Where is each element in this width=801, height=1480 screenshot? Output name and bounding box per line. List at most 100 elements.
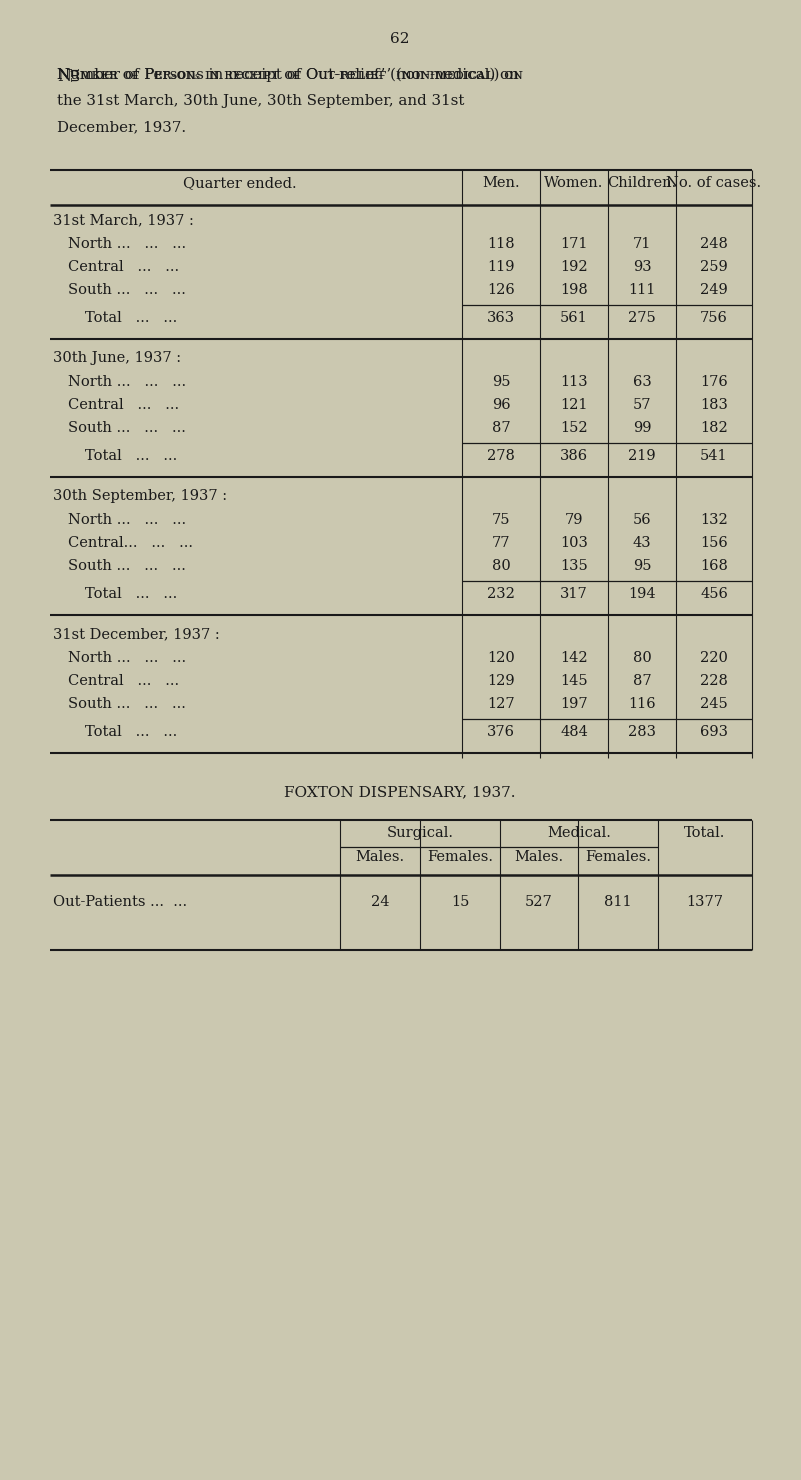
Text: 80: 80 [492,559,510,573]
Text: 129: 129 [487,673,515,688]
Text: 145: 145 [560,673,588,688]
Text: 484: 484 [560,725,588,739]
Text: 811: 811 [604,895,632,909]
Text: 111: 111 [628,283,656,297]
Text: 171: 171 [560,237,588,252]
Text: Surgical.: Surgical. [387,826,453,841]
Text: 259: 259 [700,260,728,274]
Text: Males.: Males. [356,850,405,864]
Text: 116: 116 [628,697,656,710]
Text: 127: 127 [487,697,515,710]
Text: North ...   ...   ...: North ... ... ... [68,237,186,252]
Text: 119: 119 [487,260,515,274]
Text: December, 1937.: December, 1937. [57,120,186,135]
Text: 31st March, 1937 :: 31st March, 1937 : [53,213,194,226]
Text: Nᴟᴍᴋᴇʀ ᴏғ Pᴇʀₛᴏɴₛ ɪɴ ʀᴇᴄᴇɪᴘᴛ ᴏғ Oᴜᴛ-ʀᴇʟɪᴇғ’ (ɴᴏɴ-ᴍᴇᴅɪᴄᴀʟ) ᴏɴ: Nᴟᴍᴋᴇʀ ᴏғ Pᴇʀₛᴏɴₛ ɪɴ ʀᴇᴄᴇɪᴘᴛ ᴏғ Oᴜᴛ-ʀᴇʟɪ… [57,68,523,83]
Text: 121: 121 [560,398,588,411]
Text: Number of Persons in receipt of Out-relief’ (non-medical) on: Number of Persons in receipt of Out-reli… [57,68,519,83]
Text: 62: 62 [390,33,410,46]
Text: 71: 71 [633,237,651,252]
Text: 95: 95 [492,374,510,389]
Text: 126: 126 [487,283,515,297]
Text: Central   ...   ...: Central ... ... [68,673,179,688]
Text: North ...   ...   ...: North ... ... ... [68,374,186,389]
Text: North ...   ...   ...: North ... ... ... [68,651,186,665]
Text: 87: 87 [633,673,651,688]
Text: 15: 15 [451,895,469,909]
Text: 57: 57 [633,398,651,411]
Text: 43: 43 [633,536,651,551]
Text: Total   ...   ...: Total ... ... [85,588,177,601]
Text: 156: 156 [700,536,728,551]
Text: 561: 561 [560,311,588,326]
Text: 176: 176 [700,374,728,389]
Text: 99: 99 [633,420,651,435]
Text: 30th September, 1937 :: 30th September, 1937 : [53,488,227,503]
Text: 182: 182 [700,420,728,435]
Text: 77: 77 [492,536,510,551]
Text: 249: 249 [700,283,728,297]
Text: Total   ...   ...: Total ... ... [85,311,177,326]
Text: Medical.: Medical. [547,826,611,841]
Text: Total.: Total. [684,826,726,841]
Text: 96: 96 [492,398,510,411]
Text: 275: 275 [628,311,656,326]
Text: 194: 194 [628,588,656,601]
Text: 541: 541 [700,448,728,463]
Text: 220: 220 [700,651,728,665]
Text: Central...   ...   ...: Central... ... ... [68,536,193,551]
Text: 75: 75 [492,514,510,527]
Text: 103: 103 [560,536,588,551]
Text: 63: 63 [633,374,651,389]
Text: 135: 135 [560,559,588,573]
Text: 317: 317 [560,588,588,601]
Text: 456: 456 [700,588,728,601]
Text: Females.: Females. [585,850,651,864]
Text: 168: 168 [700,559,728,573]
Text: N: N [57,68,71,84]
Text: South ...   ...   ...: South ... ... ... [68,559,186,573]
Text: 756: 756 [700,311,728,326]
Text: 24: 24 [371,895,389,909]
Text: 1377: 1377 [686,895,723,909]
Text: 363: 363 [487,311,515,326]
Text: 142: 142 [560,651,588,665]
Text: 245: 245 [700,697,728,710]
Text: 79: 79 [565,514,583,527]
Text: South ...   ...   ...: South ... ... ... [68,283,186,297]
Text: 56: 56 [633,514,651,527]
Text: Central   ...   ...: Central ... ... [68,398,179,411]
Text: 183: 183 [700,398,728,411]
Text: Women.: Women. [545,176,604,189]
Text: 80: 80 [633,651,651,665]
Text: 693: 693 [700,725,728,739]
Text: 386: 386 [560,448,588,463]
Text: 31st December, 1937 :: 31st December, 1937 : [53,628,219,641]
Text: North ...   ...   ...: North ... ... ... [68,514,186,527]
Text: 219: 219 [628,448,656,463]
Text: 30th June, 1937 :: 30th June, 1937 : [53,351,181,366]
Text: the 31st March, 30th June, 30th September, and 31st: the 31st March, 30th June, 30th Septembe… [57,95,465,108]
Text: 198: 198 [560,283,588,297]
Text: 95: 95 [633,559,651,573]
Text: 87: 87 [492,420,510,435]
Text: 113: 113 [560,374,588,389]
Text: Children.: Children. [607,176,677,189]
Text: Total   ...   ...: Total ... ... [85,448,177,463]
Text: 248: 248 [700,237,728,252]
Text: Central   ...   ...: Central ... ... [68,260,179,274]
Text: 93: 93 [633,260,651,274]
Text: 197: 197 [560,697,588,710]
Text: 283: 283 [628,725,656,739]
Text: 132: 132 [700,514,728,527]
Text: 232: 232 [487,588,515,601]
Text: No. of cases.: No. of cases. [666,176,762,189]
Text: 228: 228 [700,673,728,688]
Text: 152: 152 [560,420,588,435]
Text: 278: 278 [487,448,515,463]
Text: 192: 192 [560,260,588,274]
Text: South ...   ...   ...: South ... ... ... [68,420,186,435]
Text: Out-Patients ...  ...: Out-Patients ... ... [53,895,187,909]
Text: Total   ...   ...: Total ... ... [85,725,177,739]
Text: 120: 120 [487,651,515,665]
